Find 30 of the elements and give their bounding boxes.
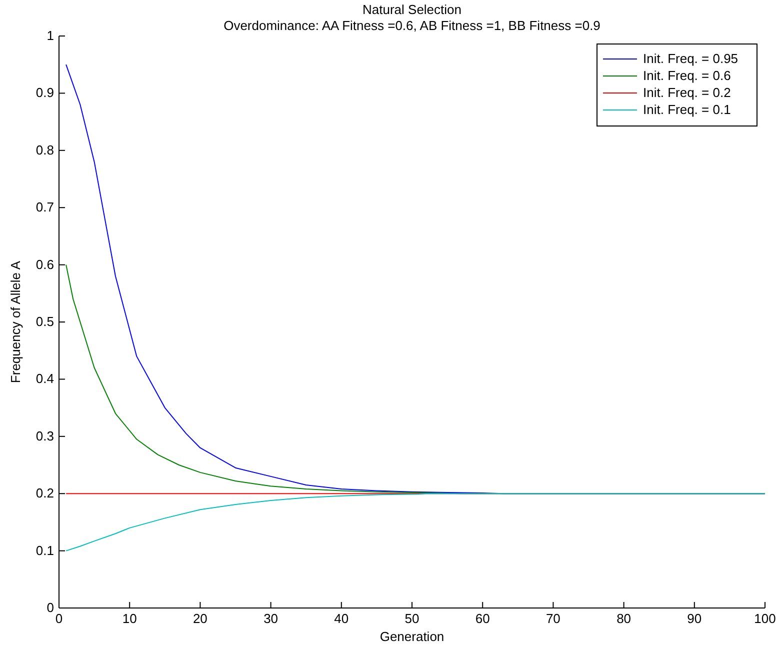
y-tick-label: 0.1 bbox=[36, 542, 54, 558]
y-tick-label: 1 bbox=[46, 28, 54, 43]
x-tick-label: 40 bbox=[334, 611, 349, 626]
x-tick-label: 20 bbox=[192, 611, 208, 626]
y-tick-label: 0.5 bbox=[36, 314, 54, 329]
x-tick-label: 90 bbox=[687, 611, 702, 626]
y-tick-label: 0.9 bbox=[36, 85, 54, 100]
chart-subtitle: Overdominance: AA Fitness =0.6, AB Fitness =1, BB Fitness =0.9 bbox=[224, 18, 600, 33]
x-tick-label: 60 bbox=[475, 611, 490, 626]
y-tick-label: 0 bbox=[46, 600, 54, 615]
y-tick-label: 0.6 bbox=[36, 256, 54, 272]
y-tick-label: 0.8 bbox=[36, 142, 54, 158]
legend-label: Init. Freq. = 0.1 bbox=[643, 102, 731, 117]
chart-title: Natural Selection bbox=[362, 2, 462, 17]
x-axis-title: Generation bbox=[380, 629, 444, 644]
y-tick-label: 0.4 bbox=[36, 371, 54, 386]
legend-label: Init. Freq. = 0.6 bbox=[643, 68, 731, 83]
x-tick-label: 80 bbox=[616, 611, 632, 626]
legend-label: Init. Freq. = 0.2 bbox=[643, 85, 731, 100]
y-axis-title: Frequency of Allele A bbox=[8, 260, 23, 384]
x-tick-label: 10 bbox=[122, 611, 137, 626]
y-tick-label: 0.7 bbox=[36, 200, 54, 215]
y-tick-label: 0.3 bbox=[36, 428, 54, 444]
line-series bbox=[66, 493, 766, 552]
x-tick-label: 30 bbox=[264, 611, 278, 626]
legend-label: Init. Freq. = 0.95 bbox=[643, 51, 738, 66]
x-tick-label: 70 bbox=[546, 611, 560, 626]
y-tick-label: 0.2 bbox=[36, 486, 54, 501]
x-tick-label: 50 bbox=[404, 611, 420, 626]
x-tick-label: 100 bbox=[754, 611, 776, 626]
